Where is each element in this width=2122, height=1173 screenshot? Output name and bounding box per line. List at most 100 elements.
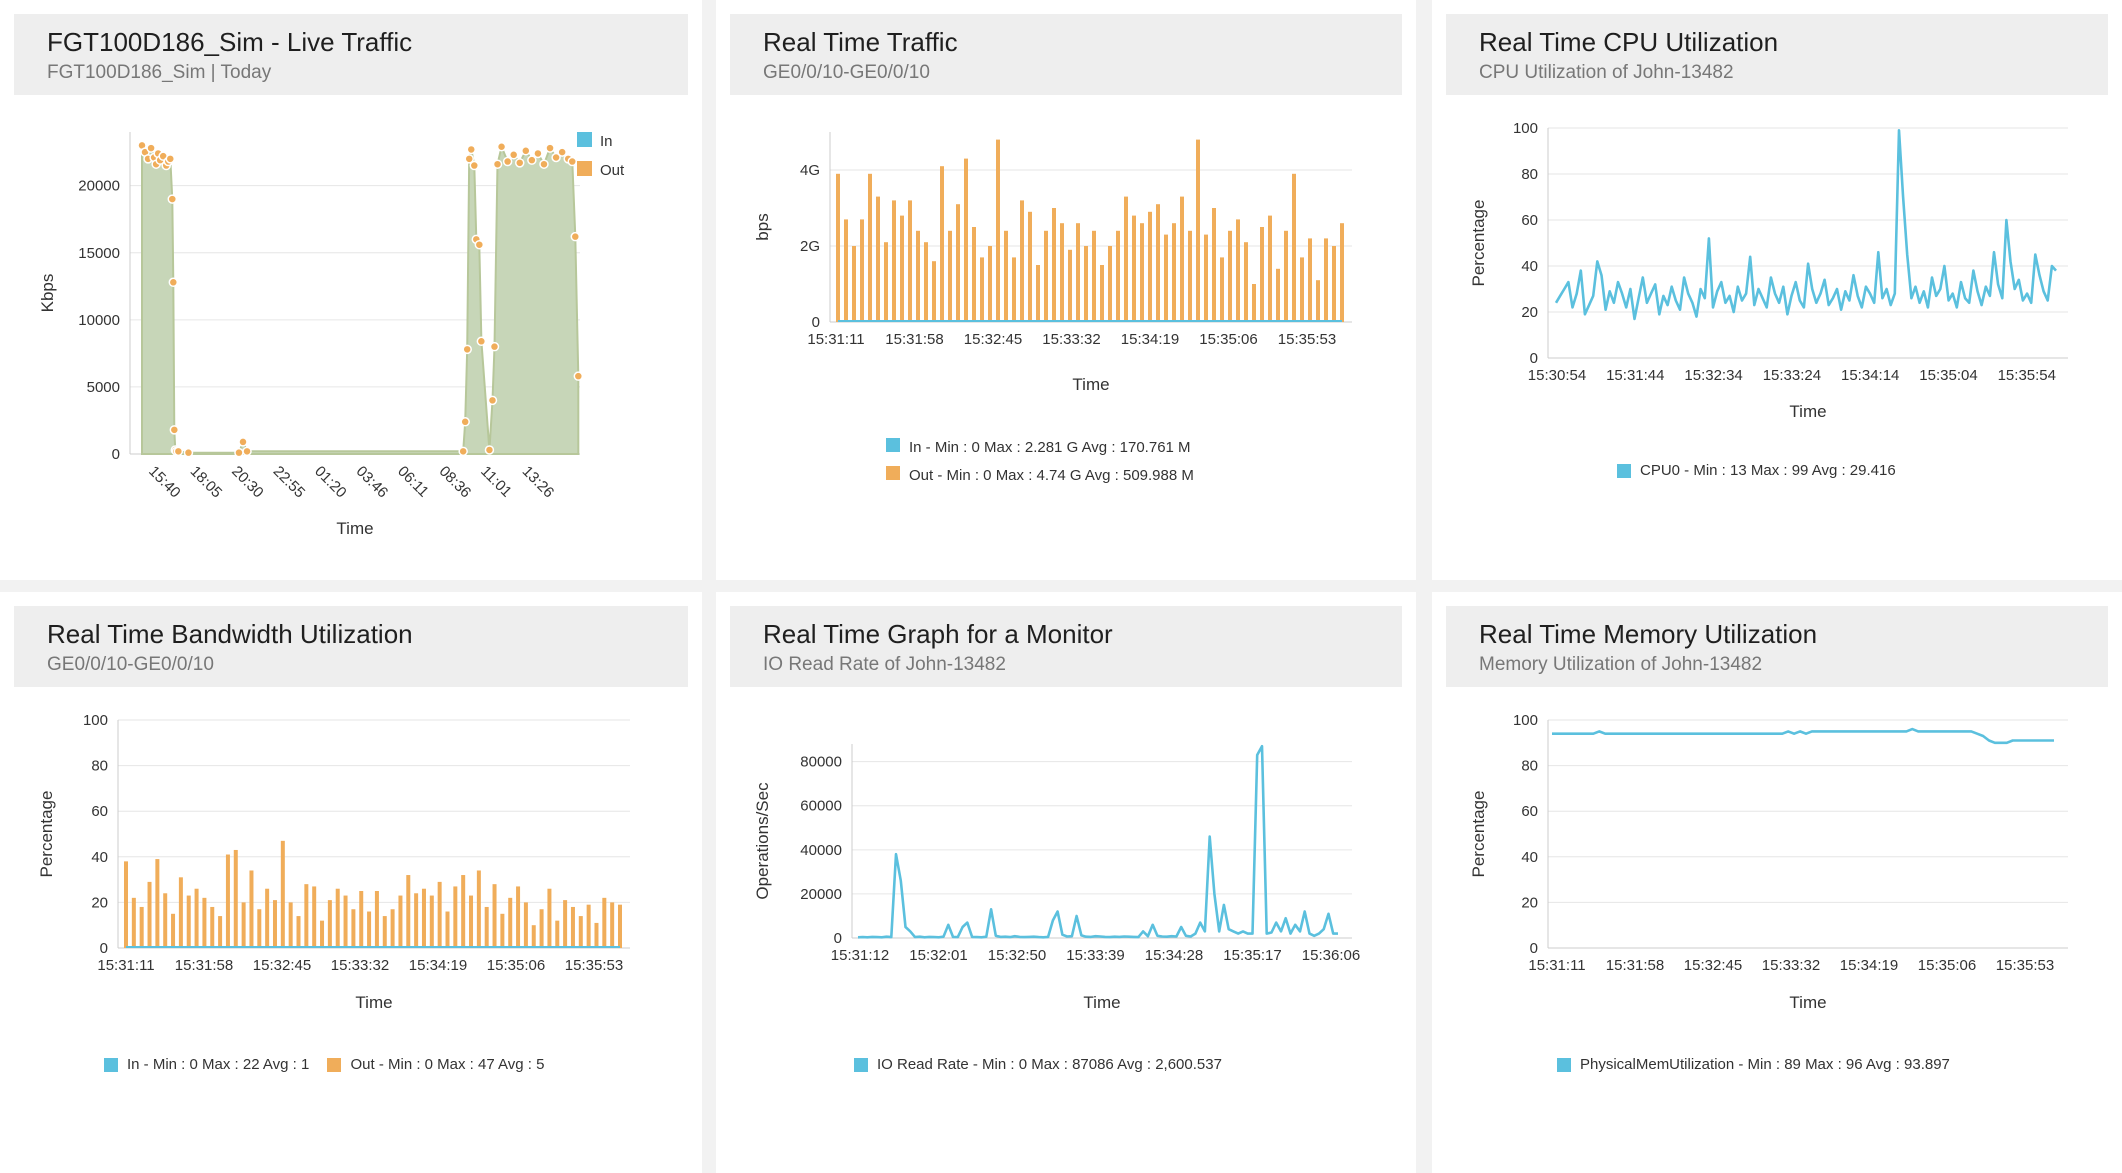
legend-item-in[interactable]: In - Min : 0 Max : 2.281 G Avg : 170.761… (886, 434, 1194, 462)
real-time-traffic-panel: Real Time Traffic GE0/0/10-GE0/0/10 0 2G 4… (716, 0, 1416, 580)
bar-out (500, 913, 505, 948)
panel-header: FGT100D186_Sim - Live Traffic FGT100D186… (14, 14, 688, 95)
bar-out (367, 911, 372, 948)
bar-out (1076, 223, 1080, 322)
data-point (173, 446, 184, 457)
legend-item-in[interactable]: In - Min : 0 Max : 22 Avg : 1 (104, 1056, 309, 1073)
y-tick-label: 20 (1521, 894, 1538, 911)
panel-header: Real Time Memory Utilization Memory Util… (1446, 606, 2108, 687)
legend-swatch-in (104, 1057, 118, 1072)
legend-label-io: IO Read Rate - Min : 0 Max : 87086 Avg :… (877, 1056, 1222, 1073)
bar-out (563, 900, 568, 948)
y-tick-label: 0 (100, 940, 108, 957)
legend-item-out[interactable]: Out - Min : 0 Max : 4.74 G Avg : 509.988… (886, 462, 1194, 490)
bar-out (414, 893, 419, 948)
data-point (514, 158, 525, 168)
bar-out (1308, 238, 1312, 322)
bar-out (1204, 234, 1208, 322)
bar-out (249, 870, 254, 948)
y-tick-label: 0 (112, 446, 120, 463)
panel-title: Real Time Traffic (763, 27, 958, 57)
x-tick-label: 15:35:06 (487, 957, 545, 974)
y-tick-label: 0 (812, 314, 820, 331)
y-tick-label: 40000 (800, 842, 842, 859)
legend-label-out: Out - Min : 0 Max : 4.74 G Avg : 509.988… (909, 467, 1194, 484)
bar-out (492, 884, 497, 948)
bar-out (1164, 234, 1168, 322)
y-axis-title: Operations/Sec (753, 782, 772, 900)
live-traffic-panel: FGT100D186_Sim - Live Traffic FGT100D186… (0, 0, 702, 580)
x-tick-label: 15:35:06 (1199, 331, 1257, 348)
bar-out (1116, 230, 1120, 322)
chart-legend: CPU0 - Min : 13 Max : 99 Avg : 29.416 (1617, 462, 1910, 482)
y-tick-label: 20000 (78, 178, 120, 195)
legend-item-cpu0[interactable]: CPU0 - Min : 13 Max : 99 Avg : 29.416 (1617, 462, 1896, 479)
data-point (466, 144, 477, 155)
legend-item-physical-mem[interactable]: PhysicalMemUtilization - Min : 89 Max : … (1557, 1056, 1950, 1073)
bar-out (868, 173, 872, 322)
bar-out (335, 888, 340, 948)
x-tick-label: 15:31:58 (1606, 957, 1664, 974)
x-tick-label: 15:31:58 (175, 957, 233, 974)
bar-out (225, 854, 230, 948)
y-tick-label: 80 (91, 758, 108, 775)
data-point (533, 148, 543, 159)
bar-out (618, 904, 622, 948)
bar-out (964, 158, 968, 322)
x-tick-label: 03:46 (353, 463, 392, 502)
data-point (573, 371, 584, 381)
y-tick-label: 0 (1530, 940, 1538, 957)
data-point (484, 445, 495, 455)
legend-label-mem: PhysicalMemUtilization - Min : 89 Max : … (1580, 1056, 1950, 1073)
x-tick-label: 15:33:32 (1762, 957, 1820, 974)
x-tick-label: 15:32:34 (1684, 367, 1742, 384)
bar-out (312, 886, 317, 948)
x-tick-label: 15:33:24 (1763, 367, 1821, 384)
panel-title: Real Time Bandwidth Utilization (47, 619, 413, 649)
x-tick-label: 15:32:50 (988, 947, 1046, 964)
bar-out (860, 219, 864, 322)
panel-header: Real Time Traffic GE0/0/10-GE0/0/10 (730, 14, 1402, 95)
x-tick-label: 15:33:32 (331, 957, 389, 974)
bar-out (1244, 242, 1248, 322)
data-point (521, 146, 531, 156)
bar-out (1196, 139, 1200, 322)
data-point (462, 344, 472, 355)
bar-out (343, 895, 348, 948)
bar-out (884, 242, 888, 322)
panel-subtitle: GE0/0/10-GE0/0/10 (47, 654, 214, 675)
bar-out (1108, 246, 1112, 322)
legend-item-io-read-rate[interactable]: IO Read Rate - Min : 0 Max : 87086 Avg :… (854, 1056, 1222, 1073)
legend-label-in: In (600, 133, 613, 150)
y-tick-label: 100 (83, 712, 108, 729)
x-tick-label: 15:32:45 (253, 957, 311, 974)
bar-out (586, 904, 591, 948)
bar-out (1132, 215, 1136, 322)
bar-out (516, 886, 521, 948)
x-tick-label: 15:36:06 (1302, 947, 1360, 964)
bar-out (1212, 208, 1216, 322)
data-point (527, 155, 537, 165)
bar-out (988, 246, 992, 322)
bar-out (327, 900, 332, 948)
bar-out (1316, 280, 1320, 322)
data-point (234, 447, 244, 458)
x-tick-label: 15:34:14 (1841, 367, 1899, 384)
legend-item-out[interactable]: Out - Min : 0 Max : 47 Avg : 5 (327, 1056, 544, 1073)
bar-out (476, 870, 481, 948)
legend-swatch-out (577, 161, 592, 176)
bar-out (171, 913, 176, 948)
y-tick-label: 40 (1521, 849, 1538, 866)
y-tick-label: 0 (834, 930, 842, 947)
data-point (460, 417, 470, 427)
bar-out (155, 859, 160, 948)
panel-title: Real Time CPU Utilization (1479, 27, 1779, 57)
bar-out (531, 925, 536, 948)
panel-title: FGT100D186_Sim - Live Traffic (47, 27, 413, 57)
x-tick-label: 15:34:28 (1145, 947, 1203, 964)
bar-out (437, 881, 442, 948)
data-point (183, 447, 194, 458)
bar-out (1028, 211, 1032, 322)
bar-out (1012, 257, 1016, 322)
data-point (242, 446, 252, 457)
